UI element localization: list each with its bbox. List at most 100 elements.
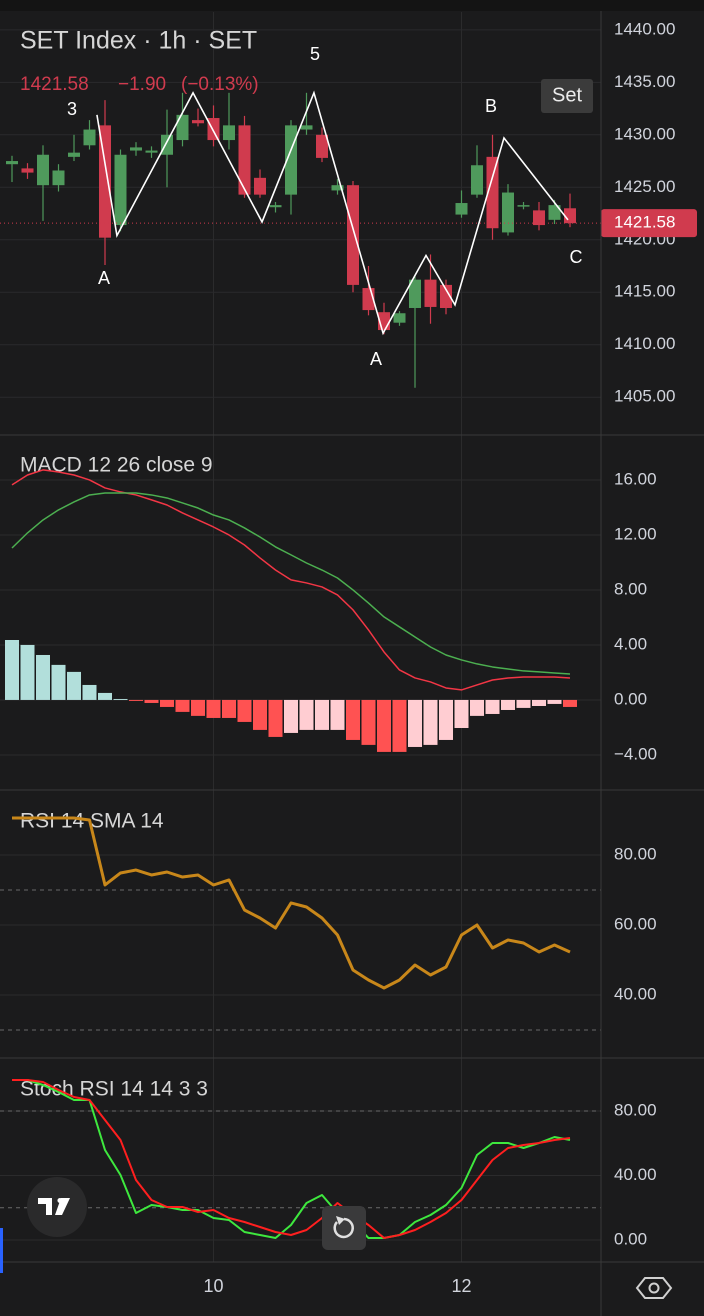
candle-body <box>52 170 65 186</box>
y-tick-label: 1405.00 <box>614 387 675 406</box>
histogram-bar <box>423 699 438 745</box>
candle-body <box>502 192 514 233</box>
candle-body <box>409 279 421 308</box>
candle-body <box>114 154 127 226</box>
candle-body <box>533 210 545 226</box>
histogram-bar <box>253 699 267 730</box>
y-tick-label: 1415.00 <box>614 282 675 301</box>
y-tick-label: 4.00 <box>614 634 647 653</box>
histogram-bar <box>51 664 66 700</box>
candle-body <box>130 147 142 151</box>
y-tick-label: 1435.00 <box>614 72 675 91</box>
y-tick-label: 1440.00 <box>614 19 675 38</box>
pane-title: MACD 12 26 close 9 <box>20 454 213 477</box>
pane-title: Stoch RSI 14 14 3 3 <box>20 1078 208 1101</box>
series-line <box>12 816 571 990</box>
tradingview-logo[interactable] <box>27 1177 87 1237</box>
histogram-bar <box>299 699 314 730</box>
y-tick-label: 0.00 <box>614 689 647 708</box>
set-button-bg[interactable] <box>541 79 593 113</box>
pane-title: RSI 14 SMA 14 <box>20 810 164 833</box>
y-tick-label: 80.00 <box>614 1100 657 1119</box>
logo-bg[interactable] <box>27 1177 87 1237</box>
histogram-bar <box>98 692 112 700</box>
histogram-bar <box>191 699 205 716</box>
histogram-bar <box>563 699 577 707</box>
last-price-tag-label: 1421.58 <box>614 213 675 232</box>
y-tick-label: 12.00 <box>614 524 657 543</box>
series-line <box>11 492 571 675</box>
histogram-bar <box>392 699 407 752</box>
histogram-bar <box>175 699 190 712</box>
candle-body <box>37 154 49 186</box>
y-tick-label: 60.00 <box>614 914 657 933</box>
y-tick-label: 40.00 <box>614 1165 657 1184</box>
y-tick-label: 1425.00 <box>614 177 675 196</box>
symbol-title: SET Index · 1h · SET <box>20 27 257 55</box>
wave-label: A <box>98 268 110 288</box>
settings-icon[interactable] <box>635 1277 673 1299</box>
histogram-bar <box>36 654 50 700</box>
set-button-label[interactable]: Set <box>552 84 582 106</box>
y-tick-label: 1410.00 <box>614 334 675 353</box>
histogram-bar <box>330 699 345 730</box>
histogram-bar <box>408 699 422 747</box>
candle-body <box>254 177 266 195</box>
y-tick-label: −4.00 <box>614 744 657 763</box>
histogram-bar <box>67 671 81 700</box>
y-tick-label: 40.00 <box>614 984 657 1003</box>
histogram-bar <box>129 699 143 701</box>
histogram-bar <box>113 698 128 700</box>
price-change-pct: (−0.13%) <box>181 74 259 95</box>
candle-body <box>300 125 313 130</box>
histogram-bar <box>82 684 97 700</box>
y-tick-label: 1430.00 <box>614 124 675 143</box>
reset-button[interactable] <box>322 1206 366 1250</box>
histogram-bar <box>454 699 469 728</box>
histogram-bar <box>5 639 19 700</box>
candle-body <box>331 185 344 191</box>
settings-dot <box>648 1282 660 1294</box>
candle-body <box>471 165 483 195</box>
histogram-bar <box>516 699 531 708</box>
settings-button[interactable] <box>635 1277 673 1299</box>
wave-label: C <box>570 247 583 267</box>
histogram-bar <box>346 699 360 740</box>
wave-label: 3 <box>67 99 77 119</box>
histogram-bar <box>361 699 376 745</box>
wave-label: B <box>485 96 497 116</box>
candle-body <box>393 313 406 323</box>
histogram-bar <box>222 699 236 718</box>
reset-bg[interactable] <box>322 1206 366 1250</box>
histogram-bar <box>206 699 221 718</box>
y-tick-label: 80.00 <box>614 844 657 863</box>
histogram-bar <box>160 699 174 707</box>
candle-body <box>207 118 220 141</box>
candle-body <box>316 134 328 158</box>
histogram-bar <box>501 699 515 710</box>
candle-body <box>564 208 576 224</box>
histogram-bar <box>439 699 453 740</box>
wave-label: 5 <box>310 44 320 64</box>
wave-label: A <box>370 349 382 369</box>
histogram-bar <box>485 699 500 714</box>
candle-body <box>145 150 158 153</box>
top-strip <box>0 0 704 11</box>
y-tick-label: 0.00 <box>614 1229 647 1248</box>
histogram-bar <box>532 699 546 706</box>
edge-tab[interactable] <box>0 1228 3 1273</box>
candle-body <box>68 152 80 157</box>
series-line <box>12 1079 571 1240</box>
series-line <box>12 1079 571 1240</box>
candle-body <box>238 125 251 195</box>
reset-arrow <box>336 1216 345 1225</box>
candle-body <box>347 185 359 285</box>
x-tick-label: 10 <box>203 1276 223 1296</box>
candle-body <box>517 205 530 207</box>
last-price: 1421.58 <box>20 74 89 95</box>
set-button[interactable]: Set <box>541 79 593 113</box>
histogram-bar <box>377 699 391 752</box>
logo-mark <box>38 1198 70 1215</box>
